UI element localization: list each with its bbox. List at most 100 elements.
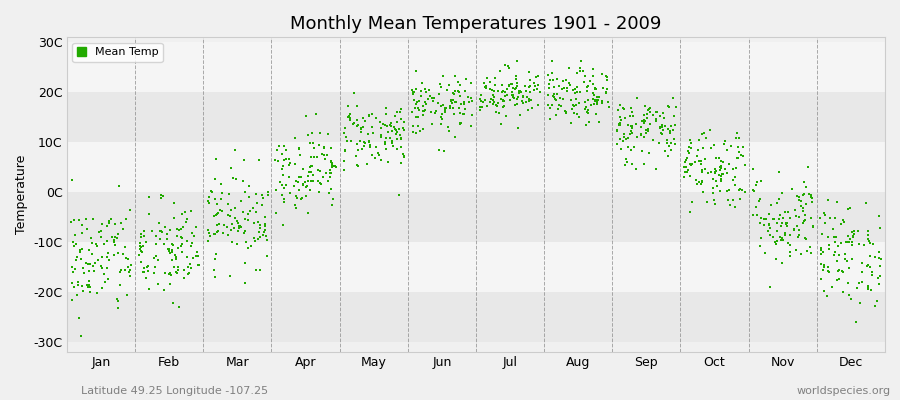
Point (652, 140, 666, 147)
Point (518, 82, 532, 89)
Point (225, 239, 239, 246)
Point (851, 228, 866, 235)
Point (735, 187, 750, 193)
Point (751, 179, 765, 186)
Point (65, 280, 79, 286)
Point (227, 224, 241, 231)
Point (614, 117, 628, 124)
Point (591, 96, 606, 103)
Point (210, 229, 224, 235)
Point (453, 82, 467, 88)
Bar (67, 292, 885, 342)
Point (204, 187, 219, 194)
Point (414, 93, 428, 100)
Point (708, 169, 723, 176)
Point (791, 234, 806, 240)
Point (822, 269, 836, 275)
Point (253, 266, 267, 273)
Point (569, 96, 583, 102)
Point (359, 161, 374, 168)
Point (486, 92, 500, 98)
Point (541, 72, 555, 78)
Point (634, 132, 649, 138)
Point (422, 87, 436, 93)
Point (277, 196, 292, 202)
Point (417, 112, 431, 119)
Point (362, 113, 376, 119)
Point (498, 88, 512, 95)
Point (801, 164, 815, 170)
Point (613, 136, 627, 142)
Point (641, 126, 655, 132)
Point (472, 96, 487, 102)
Point (634, 118, 649, 124)
Point (520, 94, 535, 100)
Point (621, 135, 635, 142)
Point (851, 280, 866, 286)
Point (325, 162, 339, 168)
Point (554, 103, 568, 110)
Point (625, 108, 639, 115)
Point (230, 218, 244, 224)
Point (189, 253, 203, 259)
Point (691, 179, 706, 186)
Point (787, 226, 801, 232)
Point (384, 120, 399, 126)
Point (691, 158, 706, 164)
Point (714, 162, 728, 169)
Point (122, 267, 137, 273)
Point (865, 269, 879, 276)
Point (695, 179, 709, 185)
Point (794, 251, 808, 257)
Point (577, 79, 591, 85)
Point (660, 139, 674, 146)
Point (303, 154, 318, 160)
Point (541, 92, 555, 98)
Point (641, 128, 655, 135)
Point (677, 164, 691, 171)
Point (163, 270, 177, 277)
Point (234, 224, 248, 230)
Point (220, 232, 235, 238)
Point (845, 234, 859, 240)
Point (137, 232, 151, 239)
Point (580, 84, 594, 90)
Point (477, 80, 491, 87)
Point (843, 204, 858, 211)
Point (473, 98, 488, 104)
Point (845, 228, 859, 235)
Point (612, 114, 626, 120)
Point (772, 169, 787, 175)
Point (488, 74, 502, 81)
Point (100, 265, 114, 272)
Point (171, 264, 185, 270)
Point (700, 199, 715, 205)
Point (389, 131, 403, 138)
Point (435, 115, 449, 122)
Point (638, 127, 652, 134)
Point (473, 104, 488, 111)
Point (224, 227, 238, 233)
Point (568, 90, 582, 96)
Point (385, 140, 400, 146)
Point (714, 158, 728, 164)
Point (710, 183, 724, 189)
Point (694, 161, 708, 167)
Point (720, 188, 734, 194)
Point (91, 257, 105, 263)
Point (749, 182, 763, 188)
Point (154, 227, 168, 234)
Point (261, 192, 275, 198)
Point (556, 96, 571, 102)
Point (763, 225, 778, 232)
Point (406, 88, 420, 95)
Point (324, 159, 338, 166)
Point (752, 196, 767, 202)
Point (510, 83, 525, 90)
Point (814, 276, 828, 282)
Point (753, 235, 768, 241)
Point (553, 95, 567, 102)
Point (303, 187, 318, 193)
Point (838, 251, 852, 257)
Point (868, 302, 883, 309)
